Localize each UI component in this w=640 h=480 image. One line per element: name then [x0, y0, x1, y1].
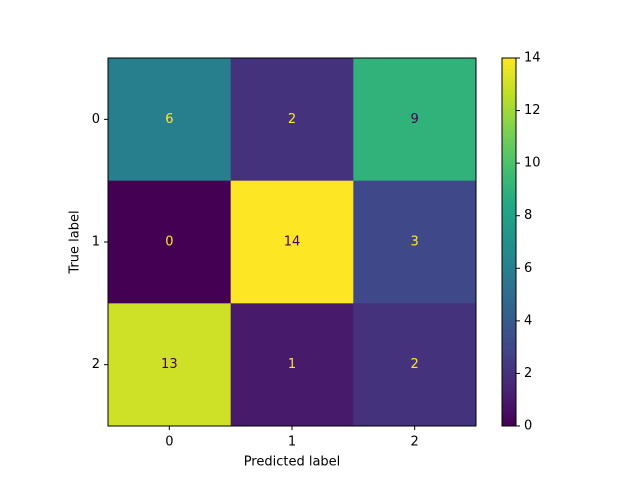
heatmap-cell — [353, 303, 477, 427]
heatmap-cell — [108, 180, 232, 304]
colorbar-tick-label: 2 — [524, 366, 532, 381]
colorbar-tick-label: 0 — [524, 419, 532, 434]
cell-value-label: 9 — [411, 112, 419, 127]
colorbar — [501, 57, 517, 427]
heatmap-cell — [108, 303, 232, 427]
cell-value-label: 6 — [165, 112, 173, 127]
cell-value-label: 0 — [165, 235, 173, 250]
colorbar-tick-label: 6 — [524, 261, 532, 276]
y-tick-label: 2 — [92, 357, 100, 372]
cell-value-label: 2 — [411, 357, 419, 372]
colorbar-tick-label: 4 — [524, 313, 532, 328]
heatmap-cell — [230, 303, 354, 427]
x-tick-label: 1 — [288, 435, 296, 450]
x-tick-label: 0 — [165, 435, 173, 450]
y-axis-label: True label — [68, 210, 83, 274]
heatmap-cell — [108, 58, 232, 182]
colorbar-tick-label: 8 — [524, 208, 532, 223]
y-tick-label: 1 — [92, 235, 100, 250]
cell-value-label: 14 — [284, 235, 301, 250]
y-tick-label: 0 — [92, 112, 100, 127]
cell-value-label: 1 — [288, 357, 296, 372]
heatmap-cell — [230, 58, 354, 182]
heatmap-cell — [230, 180, 354, 304]
x-tick-label: 2 — [411, 435, 419, 450]
cell-value-label: 2 — [288, 112, 296, 127]
colorbar-tick-label: 10 — [524, 156, 541, 171]
cell-value-label: 3 — [411, 235, 419, 250]
cell-value-label: 13 — [161, 357, 178, 372]
heatmap-cell — [353, 180, 477, 304]
heatmap-cell — [353, 58, 477, 182]
x-axis-label: Predicted label — [244, 455, 341, 470]
colorbar-tick-label: 12 — [524, 103, 541, 118]
colorbar-tick-label: 14 — [524, 51, 541, 66]
